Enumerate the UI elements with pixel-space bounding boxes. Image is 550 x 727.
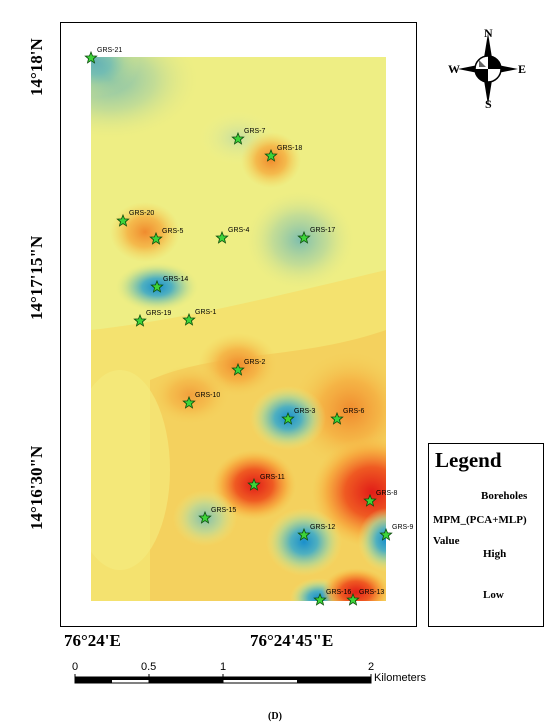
borehole-star-icon (149, 231, 163, 245)
scale-tick-1: 0.5 (141, 661, 157, 673)
legend-layer-label: MPM_(PCA+MLP) (433, 514, 527, 526)
legend-boreholes-label: Boreholes (481, 490, 528, 502)
borehole-label: GRS-7 (244, 128, 266, 135)
borehole-star-icon (330, 411, 344, 425)
borehole-marker: GRS-15 (198, 507, 236, 524)
borehole-label: GRS-18 (277, 145, 302, 152)
borehole-marker: GRS-14 (150, 276, 188, 293)
borehole-star-icon (346, 592, 360, 606)
borehole-star-icon (363, 493, 377, 507)
borehole-marker: GRS-4 (215, 227, 250, 244)
borehole-label: GRS-5 (162, 228, 184, 235)
borehole-marker: GRS-7 (231, 128, 266, 145)
borehole-marker: GRS-17 (297, 227, 335, 244)
borehole-label: GRS-19 (146, 310, 171, 317)
borehole-label: GRS-4 (228, 227, 250, 234)
borehole-label: GRS-2 (244, 359, 266, 366)
north-arrow-icon (458, 33, 518, 105)
borehole-marker: GRS-9 (379, 524, 414, 541)
scale-tick-0: 0 (72, 661, 79, 673)
lat-label-mid: 14°17'15"N (27, 235, 46, 320)
lat-label-top: 14°18'N (27, 38, 46, 96)
borehole-marker: GRS-2 (231, 359, 266, 376)
borehole-star-icon (116, 213, 130, 227)
borehole-label: GRS-12 (310, 524, 335, 531)
borehole-layer: GRS-21 GRS-7 GRS-18 GRS-20 GRS-5 GRS-4 GRS-17 G… (84, 47, 414, 606)
lat-label-bottom: 14°16'30"N (27, 445, 46, 530)
borehole-star-icon (84, 50, 98, 64)
borehole-star-icon (297, 527, 311, 541)
borehole-star-icon (379, 527, 393, 541)
borehole-star-icon (313, 592, 327, 606)
borehole-marker: GRS-11 (247, 474, 285, 491)
borehole-star-icon (215, 230, 229, 244)
borehole-marker: GRS-6 (330, 408, 365, 425)
borehole-marker: GRS-20 (116, 210, 154, 227)
borehole-label: GRS-14 (163, 276, 188, 283)
borehole-marker: GRS-18 (264, 145, 302, 162)
borehole-marker: GRS-21 (84, 47, 122, 64)
borehole-label: GRS-10 (195, 392, 220, 399)
compass-s: S (485, 97, 492, 111)
borehole-marker: GRS-1 (182, 309, 217, 326)
borehole-star-icon (231, 131, 245, 145)
borehole-star-icon (150, 279, 164, 293)
figure-caption: (D) (268, 711, 282, 722)
scale-bar (74, 674, 372, 684)
borehole-label: GRS-8 (376, 490, 398, 497)
borehole-marker: GRS-19 (133, 310, 171, 327)
borehole-star-icon (297, 230, 311, 244)
legend-high-label: High (483, 548, 507, 560)
borehole-label: GRS-15 (211, 507, 236, 514)
borehole-star-icon (231, 362, 245, 376)
compass-n: N (484, 26, 493, 40)
borehole-marker: GRS-16 (313, 589, 351, 606)
borehole-label: GRS-21 (97, 47, 122, 54)
scale-tick-2: 1 (220, 661, 227, 673)
borehole-star-icon (133, 313, 147, 327)
borehole-marker: GRS-5 (149, 228, 184, 245)
borehole-label: GRS-9 (392, 524, 414, 531)
borehole-label: GRS-1 (195, 309, 217, 316)
borehole-star-icon (264, 148, 278, 162)
borehole-star-icon (182, 312, 196, 326)
borehole-marker: GRS-3 (281, 408, 316, 425)
borehole-marker: GRS-13 (346, 589, 384, 606)
legend-value-label: Value (433, 535, 460, 547)
borehole-label: GRS-20 (129, 210, 154, 217)
scale-unit: Kilometers (374, 672, 426, 684)
borehole-label: GRS-13 (359, 589, 384, 596)
compass-e: E (518, 62, 527, 76)
lon-label-left: 76°24'E (64, 631, 121, 650)
borehole-label: GRS-11 (260, 474, 285, 481)
borehole-label: GRS-3 (294, 408, 316, 415)
borehole-marker: GRS-10 (182, 392, 220, 409)
borehole-star-icon (198, 510, 212, 524)
raster-surface (91, 57, 386, 601)
borehole-star-icon (247, 477, 261, 491)
legend-title: Legend (435, 448, 502, 472)
lon-label-right: 76°24'45"E (250, 631, 334, 650)
borehole-label: GRS-6 (343, 408, 365, 415)
legend-panel: Legend Boreholes MPM_(PCA+MLP) Value Hig… (428, 443, 544, 627)
borehole-marker: GRS-8 (363, 490, 398, 507)
compass-w: W (448, 62, 460, 76)
borehole-star-icon (281, 411, 295, 425)
borehole-label: GRS-16 (326, 589, 351, 596)
borehole-label: GRS-17 (310, 227, 335, 234)
borehole-star-icon (182, 395, 196, 409)
borehole-marker: GRS-12 (297, 524, 335, 541)
legend-low-label: Low (483, 589, 504, 601)
scale-tick-3: 2 (368, 661, 375, 673)
